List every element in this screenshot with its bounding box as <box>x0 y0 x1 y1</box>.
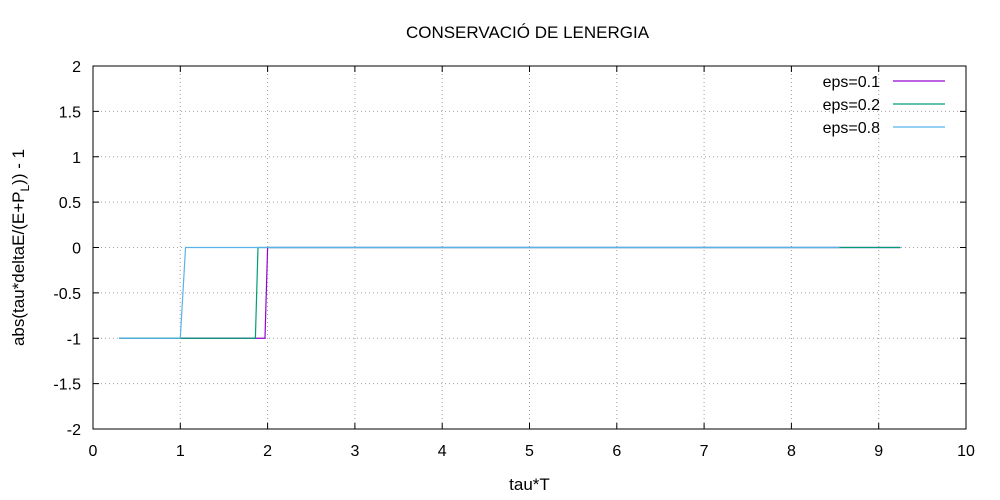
x-tick-label: 8 <box>787 443 796 460</box>
legend: eps=0.1 eps=0.2 eps=0.8 <box>823 74 945 137</box>
series-line <box>119 246 840 339</box>
y-tick-label: 0 <box>72 241 81 258</box>
x-tick-label: 7 <box>700 443 709 460</box>
y-axis-label-tail: )) - 1 <box>9 149 28 185</box>
axis-ticks: 0 1 2 3 4 5 6 7 8 9 10 2 1.5 1 0.5 0 -0.5 -1 -1.5 -2 <box>53 59 975 460</box>
y-axis-label-subscript: L <box>18 185 32 192</box>
x-tick-label: 6 <box>612 443 621 460</box>
y-tick-label: 2 <box>72 59 81 76</box>
x-tick-label: 1 <box>176 443 185 460</box>
x-tick-label: 0 <box>89 443 98 460</box>
legend-label: eps=0.8 <box>823 120 880 137</box>
x-tick-label: 4 <box>438 443 447 460</box>
series-lines <box>119 246 901 339</box>
x-tick-label: 2 <box>263 443 272 460</box>
legend-label: eps=0.1 <box>823 74 880 91</box>
y-tick-label: -0.5 <box>53 286 81 303</box>
chart-title: CONSERVACIÓ DE LENERGIA <box>406 23 650 42</box>
y-tick-label: 0.5 <box>59 195 81 212</box>
y-tick-label: -1 <box>67 331 81 348</box>
x-tick-label: 9 <box>874 443 883 460</box>
y-tick-label: -2 <box>67 422 81 439</box>
y-tick-label: -1.5 <box>53 377 81 394</box>
y-tick-label: 1.5 <box>59 104 81 121</box>
x-tick-label: 3 <box>350 443 359 460</box>
legend-label: eps=0.2 <box>823 97 880 114</box>
y-tick-label: 1 <box>72 150 81 167</box>
x-tick-label: 10 <box>957 443 975 460</box>
y-axis-label-main: abs(tau*deltaE/(E+P <box>9 192 28 347</box>
x-axis-label: tau*T <box>509 475 550 494</box>
x-tick-label: 5 <box>525 443 534 460</box>
y-axis-label: abs(tau*deltaE/(E+PL)) - 1 <box>9 149 32 346</box>
